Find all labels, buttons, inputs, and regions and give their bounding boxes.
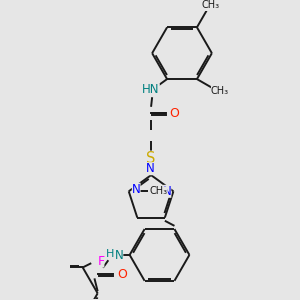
- Text: N: N: [163, 185, 171, 198]
- Text: HN: HN: [142, 83, 160, 96]
- Text: S: S: [146, 151, 156, 166]
- Text: N: N: [132, 183, 141, 196]
- Text: CH₃: CH₃: [202, 0, 220, 11]
- Text: CH₃: CH₃: [150, 186, 168, 196]
- Text: N: N: [115, 250, 123, 262]
- Text: O: O: [169, 107, 179, 120]
- Text: H: H: [106, 249, 115, 259]
- Text: O: O: [117, 268, 127, 281]
- Text: CH₃: CH₃: [211, 86, 229, 96]
- Text: N: N: [146, 162, 154, 175]
- Text: F: F: [97, 255, 104, 268]
